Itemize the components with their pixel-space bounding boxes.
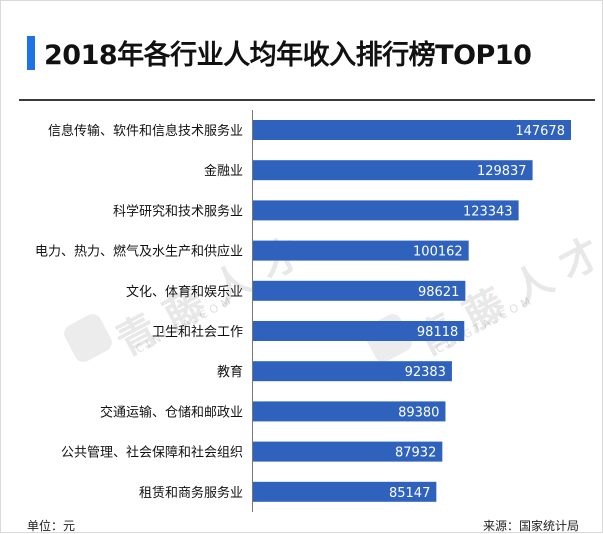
bar-value-label: 98621 (418, 285, 459, 300)
bar-value-label: 89380 (398, 405, 439, 420)
bar-value-label: 85147 (389, 486, 430, 501)
category-label: 租赁和商务服务业 (139, 485, 243, 501)
bar (253, 481, 437, 502)
category-label: 交通运输、仓储和邮政业 (100, 404, 243, 420)
bar (253, 280, 466, 301)
chart-title: 2018年各行业人均年收入排行榜TOP10 (44, 40, 532, 71)
category-label: 教育 (217, 364, 243, 380)
unit-note: 单位：元 (27, 519, 76, 533)
bar (253, 160, 533, 181)
title-accent-bar (27, 36, 35, 70)
category-label: 公共管理、社会保障和社会组织 (61, 445, 243, 461)
category-label: 信息传输、软件和信息技术服务业 (48, 123, 243, 139)
category-label: 电力、热力、燃气及水生产和供应业 (35, 244, 243, 260)
bar-value-label: 147678 (515, 124, 565, 139)
bar (253, 120, 571, 140)
bar-value-label: 129837 (477, 164, 527, 179)
bar (253, 401, 446, 422)
category-label: 文化、体育和娱乐业 (126, 284, 243, 300)
category-label: 金融业 (204, 163, 243, 179)
bar (253, 321, 465, 341)
title-divider (19, 99, 595, 101)
bar-value-label: 100162 (413, 245, 463, 260)
bar-value-label: 98118 (417, 325, 458, 340)
bar (253, 200, 519, 221)
source-note: 来源：国家统计局 (482, 519, 579, 533)
bar-value-label: 123343 (463, 204, 513, 219)
category-label: 科学研究和技术服务业 (113, 203, 243, 219)
bar (253, 240, 469, 261)
bar (253, 441, 443, 462)
bar-value-label: 92383 (405, 365, 446, 380)
bar-value-label: 87932 (395, 446, 436, 461)
bar (253, 361, 452, 382)
category-axis-line (252, 110, 253, 512)
category-label: 卫生和社会工作 (152, 324, 243, 340)
